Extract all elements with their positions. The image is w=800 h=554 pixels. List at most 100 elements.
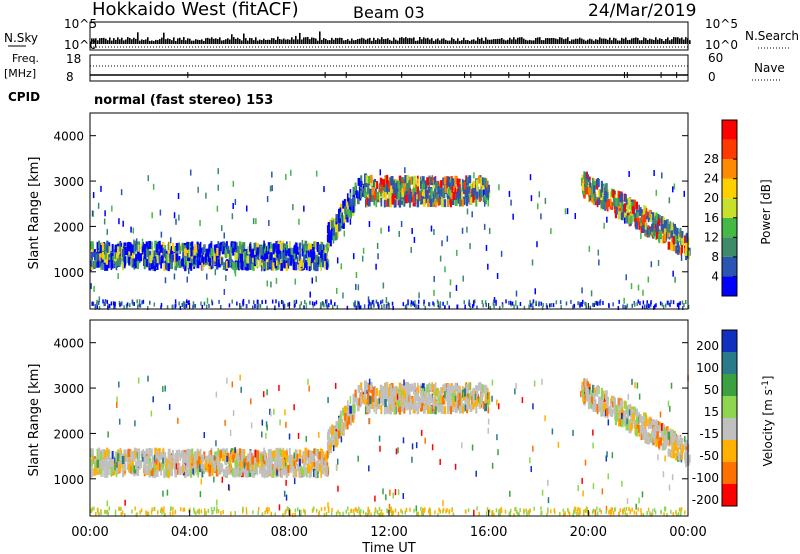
velocity-echo-cell [166, 489, 169, 496]
power-echo-cell [469, 196, 473, 205]
velocity-echo-cell [335, 431, 338, 440]
power-echo-cell [643, 214, 647, 223]
velocity-echo-cell [245, 507, 248, 512]
power-echo-cell [301, 248, 304, 257]
power-echo-cell [593, 180, 596, 189]
nsky-bar [623, 38, 625, 44]
power-echo-cell [200, 247, 203, 256]
power-echo-cell [149, 300, 151, 305]
velocity-echo-cell [589, 389, 592, 398]
velocity-echo-cell [301, 455, 304, 464]
power-echo-cell [680, 254, 683, 261]
velocity-echo-cell [392, 395, 395, 404]
velocity-echo-cell [640, 424, 643, 433]
nsky-tick-bottom: 10^0 [64, 38, 97, 52]
velocity-echo-cell [674, 437, 678, 446]
power-echo-cell [299, 304, 301, 309]
power-echo-cell [122, 262, 125, 271]
power-echo-cell [266, 196, 269, 203]
power-echo-cell [675, 226, 678, 235]
nsky-bar [209, 38, 211, 44]
nsky-bar [463, 37, 465, 44]
nsky-bar [593, 40, 595, 44]
power-echo-cell [369, 301, 372, 306]
velocity-echo-cell [576, 511, 578, 516]
power-echo-cell [137, 251, 140, 260]
velocity-echo-cell [480, 384, 482, 393]
velocity-echo-cell [675, 433, 678, 442]
power-echo-cell [141, 300, 143, 305]
velocity-echo-cell [305, 469, 308, 478]
velocity-echo-cell [300, 465, 303, 474]
nsky-bar [93, 38, 95, 44]
velocity-echo-cell [429, 508, 432, 513]
nsky-bar [487, 39, 489, 44]
power-echo-cell [675, 245, 679, 254]
nsky-bar [571, 39, 573, 44]
power-echo-cell [441, 240, 443, 247]
velocity-echo-cell [305, 457, 307, 466]
power-echo-cell [463, 300, 465, 305]
power-echo-cell [391, 196, 395, 205]
power-echo-cell [288, 248, 291, 257]
power-echo-cell [371, 187, 375, 196]
power-echo-cell [254, 242, 257, 251]
power-echo-cell [655, 303, 657, 308]
velocity-echo-cell [677, 452, 680, 461]
velocity-echo-cell [293, 478, 296, 485]
velocity-echo-cell [128, 463, 131, 472]
velocity-echo-cell [303, 461, 306, 470]
power-echo-cell [398, 230, 400, 237]
power-echo-cell [529, 299, 531, 304]
power-echo-cell [328, 303, 330, 308]
nsky-bar [175, 40, 177, 44]
velocity-echo-cell [335, 425, 338, 434]
power-echo-cell [98, 240, 101, 249]
power-echo-cell [588, 245, 591, 252]
nsky-bar [217, 39, 219, 44]
power-echo-cell [214, 245, 216, 252]
power-echo-cell [217, 168, 219, 175]
power-echo-cell [360, 175, 363, 184]
velocity-echo-cell [626, 411, 630, 420]
velocity-echo-cell [173, 465, 176, 474]
power-echo-cell [421, 183, 424, 192]
velocity-echo-cell [253, 449, 256, 458]
power-echo-cell [407, 299, 409, 306]
power-echo-cell [309, 291, 311, 298]
power-echo-cell [625, 199, 628, 208]
power-echo-cell [102, 261, 104, 270]
velocity-echo-cell [116, 396, 118, 403]
nsky-bar [647, 39, 649, 44]
power-echo-cell [663, 233, 666, 242]
power-echo-cell [102, 251, 105, 260]
velocity-echo-cell [263, 468, 267, 477]
nsky-bar [225, 39, 227, 44]
velocity-echo-cell [198, 456, 201, 465]
power-echo-cell [164, 244, 167, 253]
power-echo-cell [235, 242, 238, 251]
power-echo-cell [106, 299, 109, 304]
nsky-bar [177, 38, 179, 44]
power-echo-cell [100, 242, 104, 251]
velocity-echo-cell [152, 396, 154, 403]
power-echo-cell [303, 261, 306, 270]
power-echo-cell [381, 190, 384, 199]
velocity-echo-cell [449, 389, 451, 398]
velocity-echo-cell [532, 403, 534, 410]
velocity-echo-cell [403, 390, 406, 399]
velocity-echo-cell [599, 396, 602, 405]
velocity-echo-cell [497, 449, 499, 456]
nsky-bar [135, 38, 137, 44]
velocity-echo-cell [213, 460, 216, 469]
power-echo-cell [540, 213, 542, 220]
velocity-echo-cell [318, 451, 321, 460]
power-echo-cell [141, 246, 144, 255]
power-echo-cell [413, 236, 416, 243]
velocity-echo-cell [581, 477, 583, 484]
velocity-echo-cell [191, 448, 194, 457]
nsky-bar [113, 38, 115, 44]
power-echo-cell [429, 176, 433, 185]
power-echo-cell [469, 192, 471, 199]
velocity-echo-cell [380, 404, 383, 413]
